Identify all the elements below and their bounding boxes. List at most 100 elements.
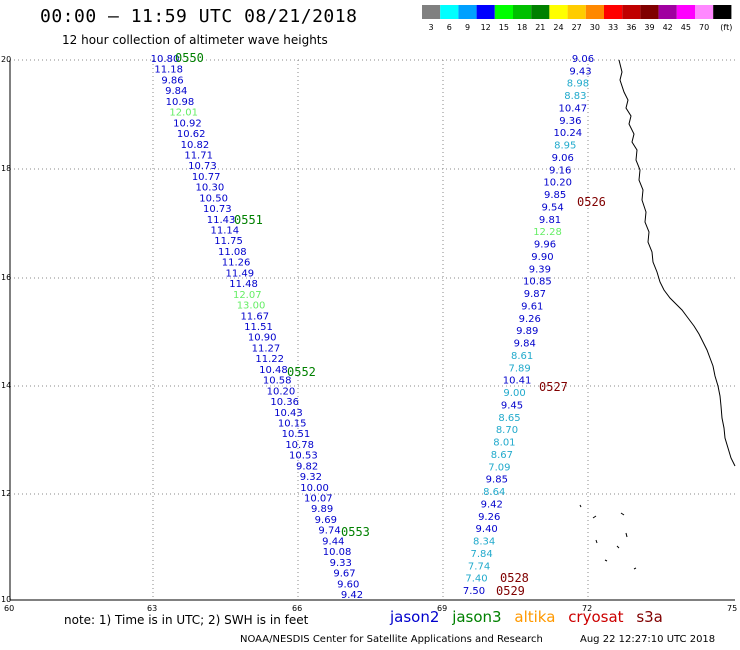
- swh-value: 8.01: [493, 438, 515, 449]
- color-swatch: [622, 5, 641, 19]
- color-swatch: [658, 5, 677, 19]
- color-swatch: [713, 5, 732, 19]
- swh-value: 12.01: [169, 108, 198, 119]
- jason3-track: 10.8011.189.869.8410.9812.0110.9210.6210…: [151, 51, 370, 601]
- swh-value: 9.74: [318, 526, 340, 537]
- swh-value: 10.41: [503, 376, 532, 387]
- color-scale-label: 42: [663, 23, 673, 32]
- pass-time-label: 0552: [287, 365, 316, 379]
- lat-tick: 16: [1, 273, 11, 282]
- color-swatch: [676, 5, 695, 19]
- legend-jason2: jason2: [390, 608, 440, 626]
- swh-value: 7.09: [488, 462, 510, 473]
- footer-timestamp: Aug 22 12:27:10 UTC 2018: [580, 634, 716, 645]
- lon-tick: 69: [437, 604, 447, 613]
- swh-value: 10.20: [543, 178, 572, 189]
- swh-value: 9.60: [337, 579, 359, 590]
- color-swatch: [567, 5, 586, 19]
- color-swatch: [440, 5, 459, 19]
- swh-value: 10.62: [177, 129, 206, 140]
- color-swatch: [513, 5, 532, 19]
- swh-value: 9.36: [559, 116, 581, 127]
- lon-tick-labels: 60 63 66 69 72 75: [4, 604, 737, 613]
- swh-value: 9.42: [481, 499, 503, 510]
- swh-value: 9.44: [322, 536, 344, 547]
- swh-value: 8.61: [511, 351, 533, 362]
- lat-tick: 18: [1, 164, 11, 173]
- swh-value: 9.86: [161, 75, 183, 86]
- swh-value: 9.40: [476, 524, 498, 535]
- swh-value: 9.26: [478, 512, 500, 523]
- color-scale-label: 27: [572, 23, 582, 32]
- swh-value: 7.89: [508, 363, 530, 374]
- swh-value: 11.49: [225, 268, 254, 279]
- swh-value: 10.30: [196, 183, 225, 194]
- swh-value: 10.50: [199, 193, 228, 204]
- color-swatch: [695, 5, 714, 19]
- lon-tick: 75: [727, 604, 737, 613]
- color-scale-label: 6: [447, 23, 452, 32]
- swh-value: 9.85: [486, 475, 508, 486]
- swh-value: 9.39: [529, 264, 551, 275]
- pass-time-label: 0527: [539, 380, 568, 394]
- swh-value: 8.64: [483, 487, 505, 498]
- swh-value: 9.87: [524, 289, 546, 300]
- swh-value: 12.28: [533, 227, 562, 238]
- color-scale-label: 3: [429, 23, 434, 32]
- lat-tick: 20: [1, 55, 11, 64]
- swh-value: 10.73: [203, 204, 232, 215]
- swh-value: 10.36: [270, 397, 299, 408]
- footer-credit: NOAA/NESDIS Center for Satellite Applica…: [240, 634, 543, 645]
- swh-value: 10.90: [248, 333, 277, 344]
- swh-value: 10.48: [259, 365, 288, 376]
- color-scale-label: 21: [535, 23, 545, 32]
- swh-value: 9.00: [503, 388, 525, 399]
- swh-value: 10.07: [304, 494, 333, 505]
- swh-value: 7.40: [465, 574, 487, 585]
- swh-value: 8.70: [496, 425, 518, 436]
- s3a-track: 9.069.438.988.8310.479.3610.248.959.069.…: [463, 54, 606, 598]
- swh-value: 8.34: [473, 537, 495, 548]
- swh-value: 9.84: [514, 339, 536, 350]
- swh-value: 9.67: [333, 569, 355, 580]
- swh-value: 11.75: [214, 236, 243, 247]
- swh-value: 9.69: [315, 515, 337, 526]
- color-swatch: [458, 5, 477, 19]
- swh-value: 11.08: [218, 247, 247, 258]
- color-swatch: [640, 5, 659, 19]
- color-swatch: [549, 5, 568, 19]
- gridlines: [10, 59, 735, 600]
- swh-value: 11.67: [240, 311, 269, 322]
- coastline: [618, 59, 736, 467]
- color-swatch: [531, 5, 550, 19]
- color-scale-label: 30: [590, 23, 600, 32]
- color-swatch: [422, 5, 441, 19]
- swh-value: 9.32: [300, 472, 322, 483]
- swh-value: 8.65: [498, 413, 520, 424]
- color-swatch: [476, 5, 495, 19]
- swh-value: 10.00: [300, 483, 329, 494]
- swh-value: 10.92: [173, 118, 202, 129]
- islands: [579, 504, 637, 570]
- swh-value: 11.18: [154, 65, 183, 76]
- swh-value: 12.07: [233, 290, 262, 301]
- swh-value: 9.89: [516, 326, 538, 337]
- swh-value: 10.82: [181, 140, 210, 151]
- color-scale-label: 45: [681, 23, 691, 32]
- swh-value: 10.51: [282, 429, 311, 440]
- swh-value: 10.47: [559, 103, 588, 114]
- swh-value: 11.48: [229, 279, 258, 290]
- color-scale-label: 39: [644, 23, 654, 32]
- swh-value: 9.06: [552, 153, 574, 164]
- color-swatch: [494, 5, 513, 19]
- color-scale-label: (ft): [720, 23, 732, 32]
- map-subtitle: 12 hour collection of altimeter wave hei…: [62, 33, 328, 47]
- swh-value: 10.98: [166, 97, 195, 108]
- swh-value: 9.84: [165, 86, 187, 97]
- swh-value: 9.89: [311, 504, 333, 515]
- pass-time-label: 0528: [500, 571, 529, 585]
- legend-s3a: s3a: [636, 608, 663, 626]
- color-scale-bar: 3 6 9 12 15 18 21 24 27 30 33 36 39 42 45 70 (ft): [422, 5, 732, 32]
- lon-tick: 63: [147, 604, 157, 613]
